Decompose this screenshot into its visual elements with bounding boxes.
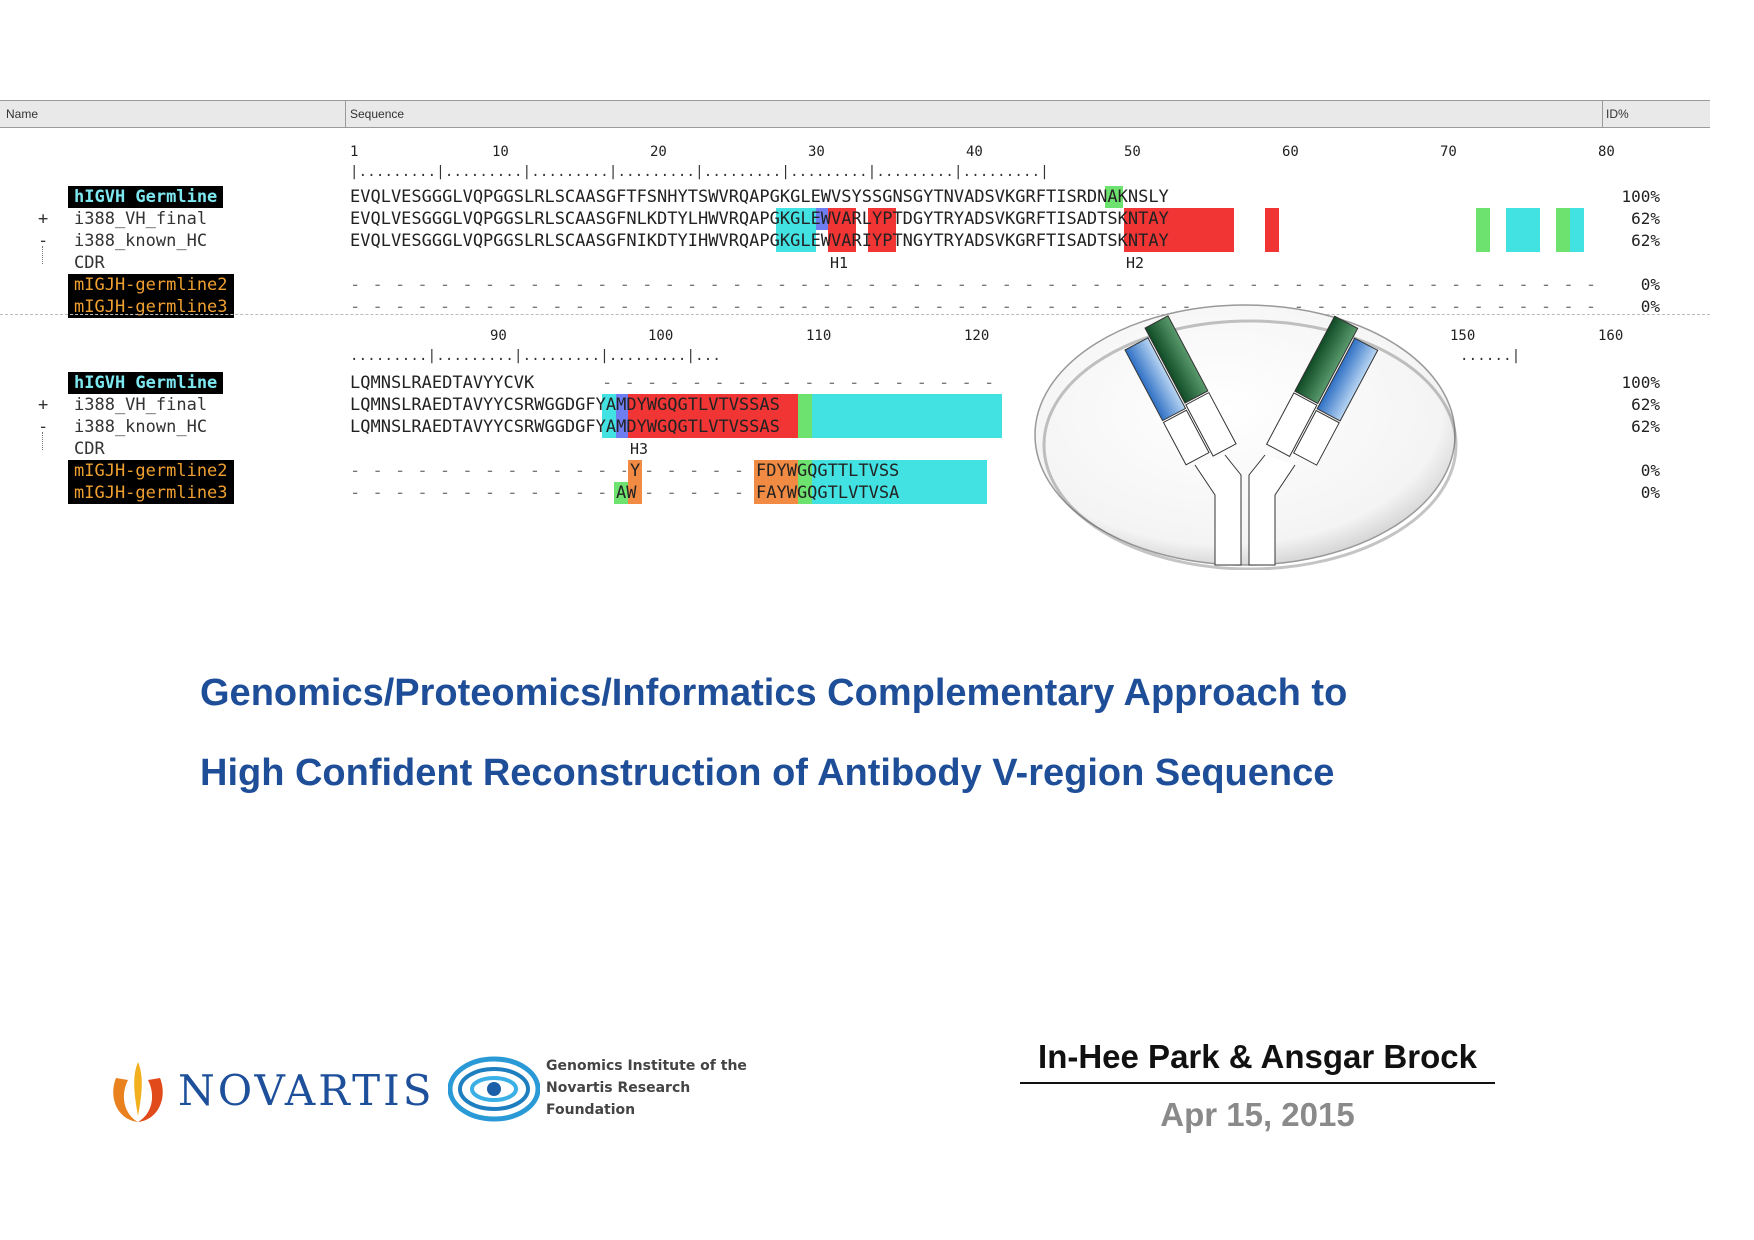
gap-row: - - - - - - - - - - - - - - - - - <box>350 483 609 503</box>
cdr-label-h2: H2 <box>1126 254 1145 272</box>
ruler-tick-label: 70 <box>1440 144 1457 160</box>
ruler-tick-label: 50 <box>1124 144 1141 160</box>
ruler-tick-label: 80 <box>1598 144 1615 160</box>
antibody-illustration <box>1034 304 1458 570</box>
ruler-tick-label: 20 <box>650 144 667 160</box>
authors: In-Hee Park & Ansgar Brock <box>1020 1038 1495 1084</box>
ruler-tick-label: 40 <box>966 144 983 160</box>
row-label-germline: hIGVH Germline <box>68 372 224 394</box>
identity-vh-final: 62% <box>1631 395 1660 414</box>
novartis-wordmark: NOVARTIS <box>178 1066 435 1115</box>
row-label-jh-germline2: mIGJH-germline2 <box>68 274 234 296</box>
row-label-cdr: CDR <box>74 253 105 273</box>
ruler-tick-label: 1 <box>350 144 359 160</box>
identity-germline: 100% <box>1621 373 1660 392</box>
row-label-jh-germline2: mIGJH-germline2 <box>68 460 234 482</box>
gap-row: - - - - - - - - <box>644 461 746 481</box>
name-column-header: Name <box>6 107 39 121</box>
identity-column-header: ID% <box>1606 107 1629 121</box>
row-label-jh-germline3: mIGJH-germline3 <box>68 482 234 504</box>
sequence-germline: EVQLVESGGGLVQPGGSLRLSCAASGFTFSNHYTSWVRQA… <box>350 187 1169 207</box>
presentation-date: Apr 15, 2015 <box>1160 1096 1355 1133</box>
sequence-germline: LQMNSLRAEDTAVYYCVK <box>350 373 535 393</box>
ruler-tick-label: 60 <box>1282 144 1299 160</box>
ruler-tick-label: 150 <box>1450 328 1476 344</box>
novartis-logo: NOVARTIS <box>106 1050 436 1130</box>
gap-row: - - - - - - - - - - - - - - - - - - - - … <box>350 275 1598 295</box>
ruler-tick-label: 120 <box>964 328 990 344</box>
ruler-ticks: |.........|.........|.........|.........… <box>350 164 1049 180</box>
gap-row: - - - - - - - - - - - - - - - - - - - - … <box>602 373 996 393</box>
ruler-tick-label: 10 <box>492 144 509 160</box>
ruler-tick-label: 160 <box>1598 328 1624 344</box>
sequence-jh-germline3-b: FAYWGQGTLVTVSA <box>756 483 900 503</box>
gnf-text-line-3: Foundation <box>546 1102 636 1118</box>
sequence-vh-final: LQMNSLRAEDTAVYYCSRWGGDGFYAMDYWGQGTLVTVSS… <box>350 395 780 415</box>
alignment-block-1: 1 10 20 30 40 50 60 70 80 |.........|...… <box>38 144 1660 318</box>
novartis-flame-icon <box>113 1062 163 1122</box>
ruler-tick-label: 30 <box>808 144 825 160</box>
identity-jh-germline3: 0% <box>1640 483 1660 502</box>
sequence-jh-germline2-b: FDYWGQGTTLTVSS <box>756 461 900 481</box>
identity-jh-germline2: 0% <box>1640 275 1660 294</box>
cdr-label-h3: H3 <box>630 440 649 458</box>
sequence-jh-germline3-a: AW <box>616 483 637 503</box>
ruler-ticks: ......| <box>1460 348 1521 364</box>
title-line-1: Genomics/Proteomics/Informatics Compleme… <box>200 672 1348 714</box>
block-separator <box>0 314 1710 315</box>
sequence-jh-germline2-a: Y <box>630 461 641 481</box>
gap-row: - - - - - - - - - - - - - - - - - - - - … <box>350 297 1598 317</box>
gnf-logo: Genomics Institute of the Novartis Resea… <box>448 1050 778 1130</box>
row-label-known-hc: i388_known_HC <box>74 231 208 251</box>
identity-vh-final: 62% <box>1631 209 1660 228</box>
gap-row: - - - - - - - - <box>644 483 746 503</box>
ruler-ticks: .........|.........|.........|.........|… <box>350 348 722 364</box>
row-label-known-hc: i388_known_HC <box>74 417 208 437</box>
gap-row: - - - - - - - - - - - - - - - - - - <box>350 461 626 481</box>
sequence-known-hc: LQMNSLRAEDTAVYYCSRWGGDGFYAMDYWGQGTLVTVSS… <box>350 417 780 437</box>
identity-known-hc: 62% <box>1631 231 1660 250</box>
title-line-2: High Confident Reconstruction of Antibod… <box>200 752 1335 794</box>
row-label-vh-final: i388_VH_final <box>74 209 208 229</box>
gnf-eye-icon <box>448 1056 540 1122</box>
gnf-text-line-1: Genomics Institute of the <box>546 1058 747 1074</box>
ruler-tick-label: 110 <box>806 328 832 344</box>
sequence-known-hc: EVQLVESGGGLVQPGGSLRLSCAASGFNIKDTYIHWVRQA… <box>350 231 1169 251</box>
alignment-block-2: 90 100 110 120 150 160 .........|.......… <box>38 328 1660 504</box>
sequence-column-header: Sequence <box>350 107 405 121</box>
row-label-vh-final: i388_VH_final <box>74 395 208 415</box>
ruler-tick-label: 90 <box>490 328 507 344</box>
identity-germline: 100% <box>1621 187 1660 206</box>
row-label-germline: hIGVH Germline <box>68 186 224 208</box>
ruler-tick-label: 100 <box>648 328 674 344</box>
identity-jh-germline3: 0% <box>1640 297 1660 316</box>
sequence-alignment-figure: Name Sequence ID% 1 10 20 30 40 50 60 70… <box>0 100 1710 580</box>
row-label-jh-germline3: mIGJH-germline3 <box>68 296 234 318</box>
cdr-label-h1: H1 <box>830 254 849 272</box>
sequence-vh-final: EVQLVESGGGLVQPGGSLRLSCAASGFNLKDTYLHWVRQA… <box>350 209 1169 229</box>
gnf-text-line-2: Novartis Research <box>546 1080 691 1096</box>
identity-known-hc: 62% <box>1631 417 1660 436</box>
alignment-header-bar: Name Sequence ID% <box>0 100 1710 128</box>
identity-jh-germline2: 0% <box>1640 461 1660 480</box>
row-label-cdr: CDR <box>74 439 105 459</box>
